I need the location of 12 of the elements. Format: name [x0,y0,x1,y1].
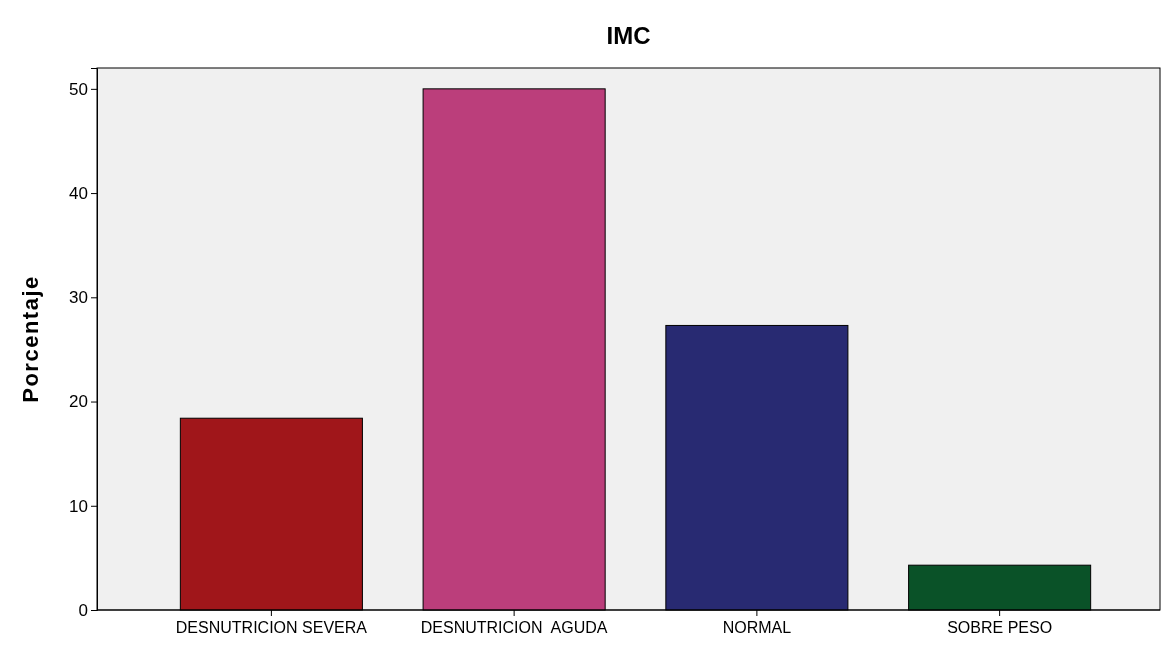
x-tick-label: NORMAL [722,619,792,637]
y-tick-label: 40 [69,184,88,204]
y-tick-label: 20 [69,392,88,412]
y-tick-label: 10 [69,496,88,516]
y-axis-title: Porcentaje [18,275,43,403]
y-tick-label: 50 [69,79,88,99]
chart-title: IMC [606,22,651,49]
x-tick-label: SOBRE PESO [947,619,1053,637]
x-tick-label: DESNUTRICION SEVERA [175,619,368,637]
x-tick-label: DESNUTRICION AGUDA [420,619,608,637]
y-tick-label: 30 [69,288,88,308]
y-tick-label: 0 [78,600,88,620]
